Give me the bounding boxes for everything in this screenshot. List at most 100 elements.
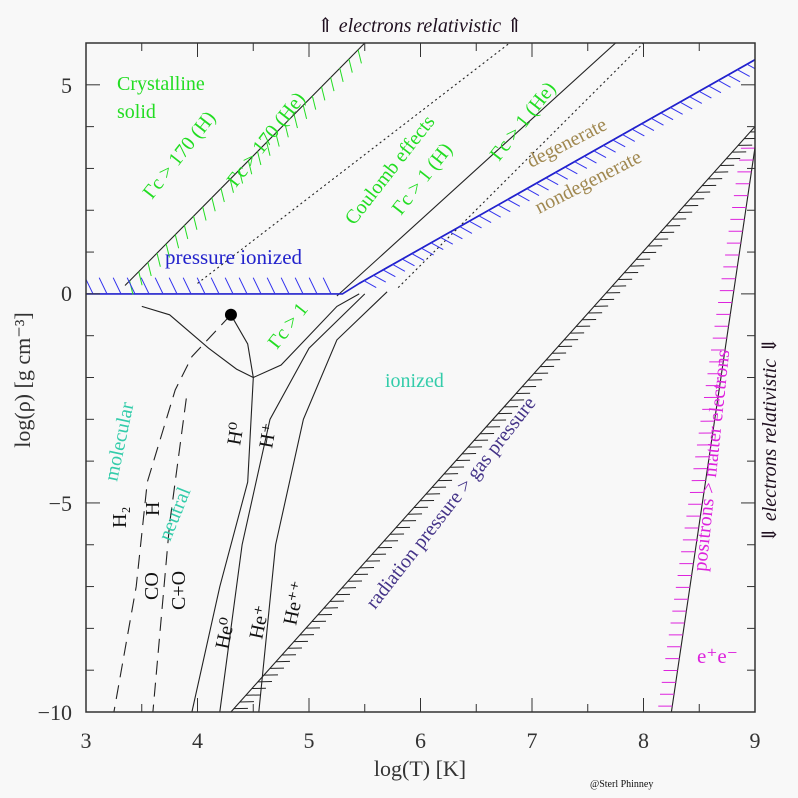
hatch-mark bbox=[339, 68, 344, 82]
hatch-mark bbox=[98, 277, 108, 295]
curve-CO-C+O-boundary bbox=[152, 398, 187, 712]
hatch-mark bbox=[507, 199, 521, 207]
hatch-mark bbox=[196, 277, 206, 295]
hatch-mark bbox=[165, 243, 170, 258]
top-annotation: ⇑ electrons relativistic ⇑ bbox=[317, 15, 523, 37]
hatch-mark bbox=[564, 166, 578, 175]
hatch-mark bbox=[294, 277, 304, 295]
hatch-mark bbox=[252, 277, 262, 295]
hatch-mark bbox=[679, 101, 693, 110]
hatch-mark bbox=[168, 277, 178, 295]
heplus-label: He⁺ bbox=[245, 603, 274, 641]
hatch-mark bbox=[488, 209, 501, 218]
hatch-mark bbox=[698, 90, 712, 99]
x-tick-label: 3 bbox=[81, 728, 92, 753]
h0-label: H⁰ bbox=[223, 421, 249, 447]
hatch-mark bbox=[430, 242, 444, 251]
hatch-mark bbox=[183, 225, 189, 240]
hatch-mark bbox=[140, 277, 150, 295]
y-tick-label: −10 bbox=[38, 700, 72, 725]
hatch-mark bbox=[660, 112, 674, 121]
curve-radiation-pressure bbox=[230, 126, 755, 712]
hatch-mark bbox=[193, 216, 198, 230]
curve-He0-He+-boundary bbox=[219, 293, 366, 712]
x-tick-label: 6 bbox=[415, 728, 426, 753]
curve-gamma-170-He bbox=[197, 43, 511, 284]
curve-He+-He++-boundary bbox=[258, 291, 388, 712]
hatch-mark bbox=[266, 142, 271, 156]
hatch-mark bbox=[459, 226, 473, 234]
radiation-pressure-label: radiation pressure > gas pressure bbox=[362, 393, 541, 613]
hatch-mark bbox=[138, 271, 143, 286]
hatch-mark bbox=[211, 197, 216, 212]
hatch-mark bbox=[311, 95, 317, 110]
hatch-mark bbox=[147, 262, 152, 277]
hatch-mark bbox=[174, 234, 180, 249]
hatch-mark bbox=[220, 188, 225, 203]
hatch-mark bbox=[478, 215, 492, 223]
hatch-mark bbox=[718, 80, 731, 88]
hatch-mark bbox=[727, 74, 741, 83]
hatch-mark bbox=[469, 220, 482, 229]
hatch-mark bbox=[373, 274, 387, 283]
critical-point-marker bbox=[224, 308, 237, 321]
molecular-label: molecular bbox=[100, 400, 138, 483]
hatch-mark bbox=[545, 177, 559, 186]
co-label: CO bbox=[141, 572, 163, 600]
hatch-mark bbox=[737, 69, 750, 77]
hatch-mark bbox=[651, 117, 664, 126]
ionized-label: ionized bbox=[385, 370, 444, 392]
crystalline-label: Crystalline bbox=[117, 73, 205, 95]
y-tick-label: 5 bbox=[61, 73, 72, 98]
hatch-mark bbox=[284, 123, 289, 138]
hatch-mark bbox=[357, 49, 362, 64]
gamma-1-label: Γc > 1 bbox=[264, 299, 313, 353]
hatch-mark bbox=[449, 231, 463, 240]
hatch-mark bbox=[526, 188, 540, 196]
hatch-mark bbox=[257, 151, 262, 166]
hatches-layer bbox=[86, 49, 755, 710]
hatch-mark bbox=[421, 247, 434, 256]
c-plus-o-label: C+O bbox=[168, 571, 190, 610]
hatch-mark bbox=[112, 277, 122, 295]
hatch-mark bbox=[440, 236, 454, 245]
curve-degeneracy bbox=[358, 59, 755, 285]
curve-H2-H-boundary bbox=[113, 314, 232, 712]
hatch-mark bbox=[182, 277, 192, 295]
hatch-mark bbox=[536, 182, 549, 191]
hatch-mark bbox=[363, 280, 377, 288]
hatch-mark bbox=[411, 253, 425, 261]
hatch-mark bbox=[156, 253, 161, 267]
h-label: H bbox=[142, 502, 164, 516]
pressure-ionized-label: pressure ionized bbox=[165, 245, 303, 269]
hatch-mark bbox=[154, 277, 164, 295]
hatch-mark bbox=[322, 277, 332, 295]
ticks-layer bbox=[85, 42, 756, 713]
hatch-mark bbox=[229, 179, 234, 193]
hatch-mark bbox=[348, 58, 353, 73]
curve-gamma-1-H bbox=[336, 43, 616, 297]
hatch-mark bbox=[593, 150, 607, 159]
heplusplus-label: He⁺⁺ bbox=[279, 579, 310, 627]
gamma-170-he-label: Γc > 170 (He) bbox=[223, 88, 310, 191]
hatch-mark bbox=[238, 277, 248, 295]
hatch-mark bbox=[202, 206, 207, 221]
hatch-mark bbox=[126, 277, 136, 295]
hatch-mark bbox=[622, 134, 636, 142]
x-axis-label: log(T) [K] bbox=[374, 756, 466, 781]
hatch-mark bbox=[583, 155, 597, 164]
credit: @Sterl Phinney bbox=[590, 779, 653, 790]
hatch-mark bbox=[392, 264, 406, 272]
hatch-mark bbox=[631, 128, 645, 137]
hatch-mark bbox=[641, 123, 655, 131]
hatch-mark bbox=[308, 277, 318, 295]
hatch-mark bbox=[210, 277, 220, 295]
right-annotation: ⇓ electrons relativistic ⇓ bbox=[759, 337, 781, 543]
hatch-mark bbox=[402, 258, 415, 267]
hatch-mark bbox=[302, 105, 308, 119]
hatch-mark bbox=[382, 269, 396, 278]
pair-label: e⁺e⁻ bbox=[697, 644, 738, 668]
hatch-mark bbox=[280, 277, 290, 295]
hatch-mark bbox=[330, 77, 335, 92]
